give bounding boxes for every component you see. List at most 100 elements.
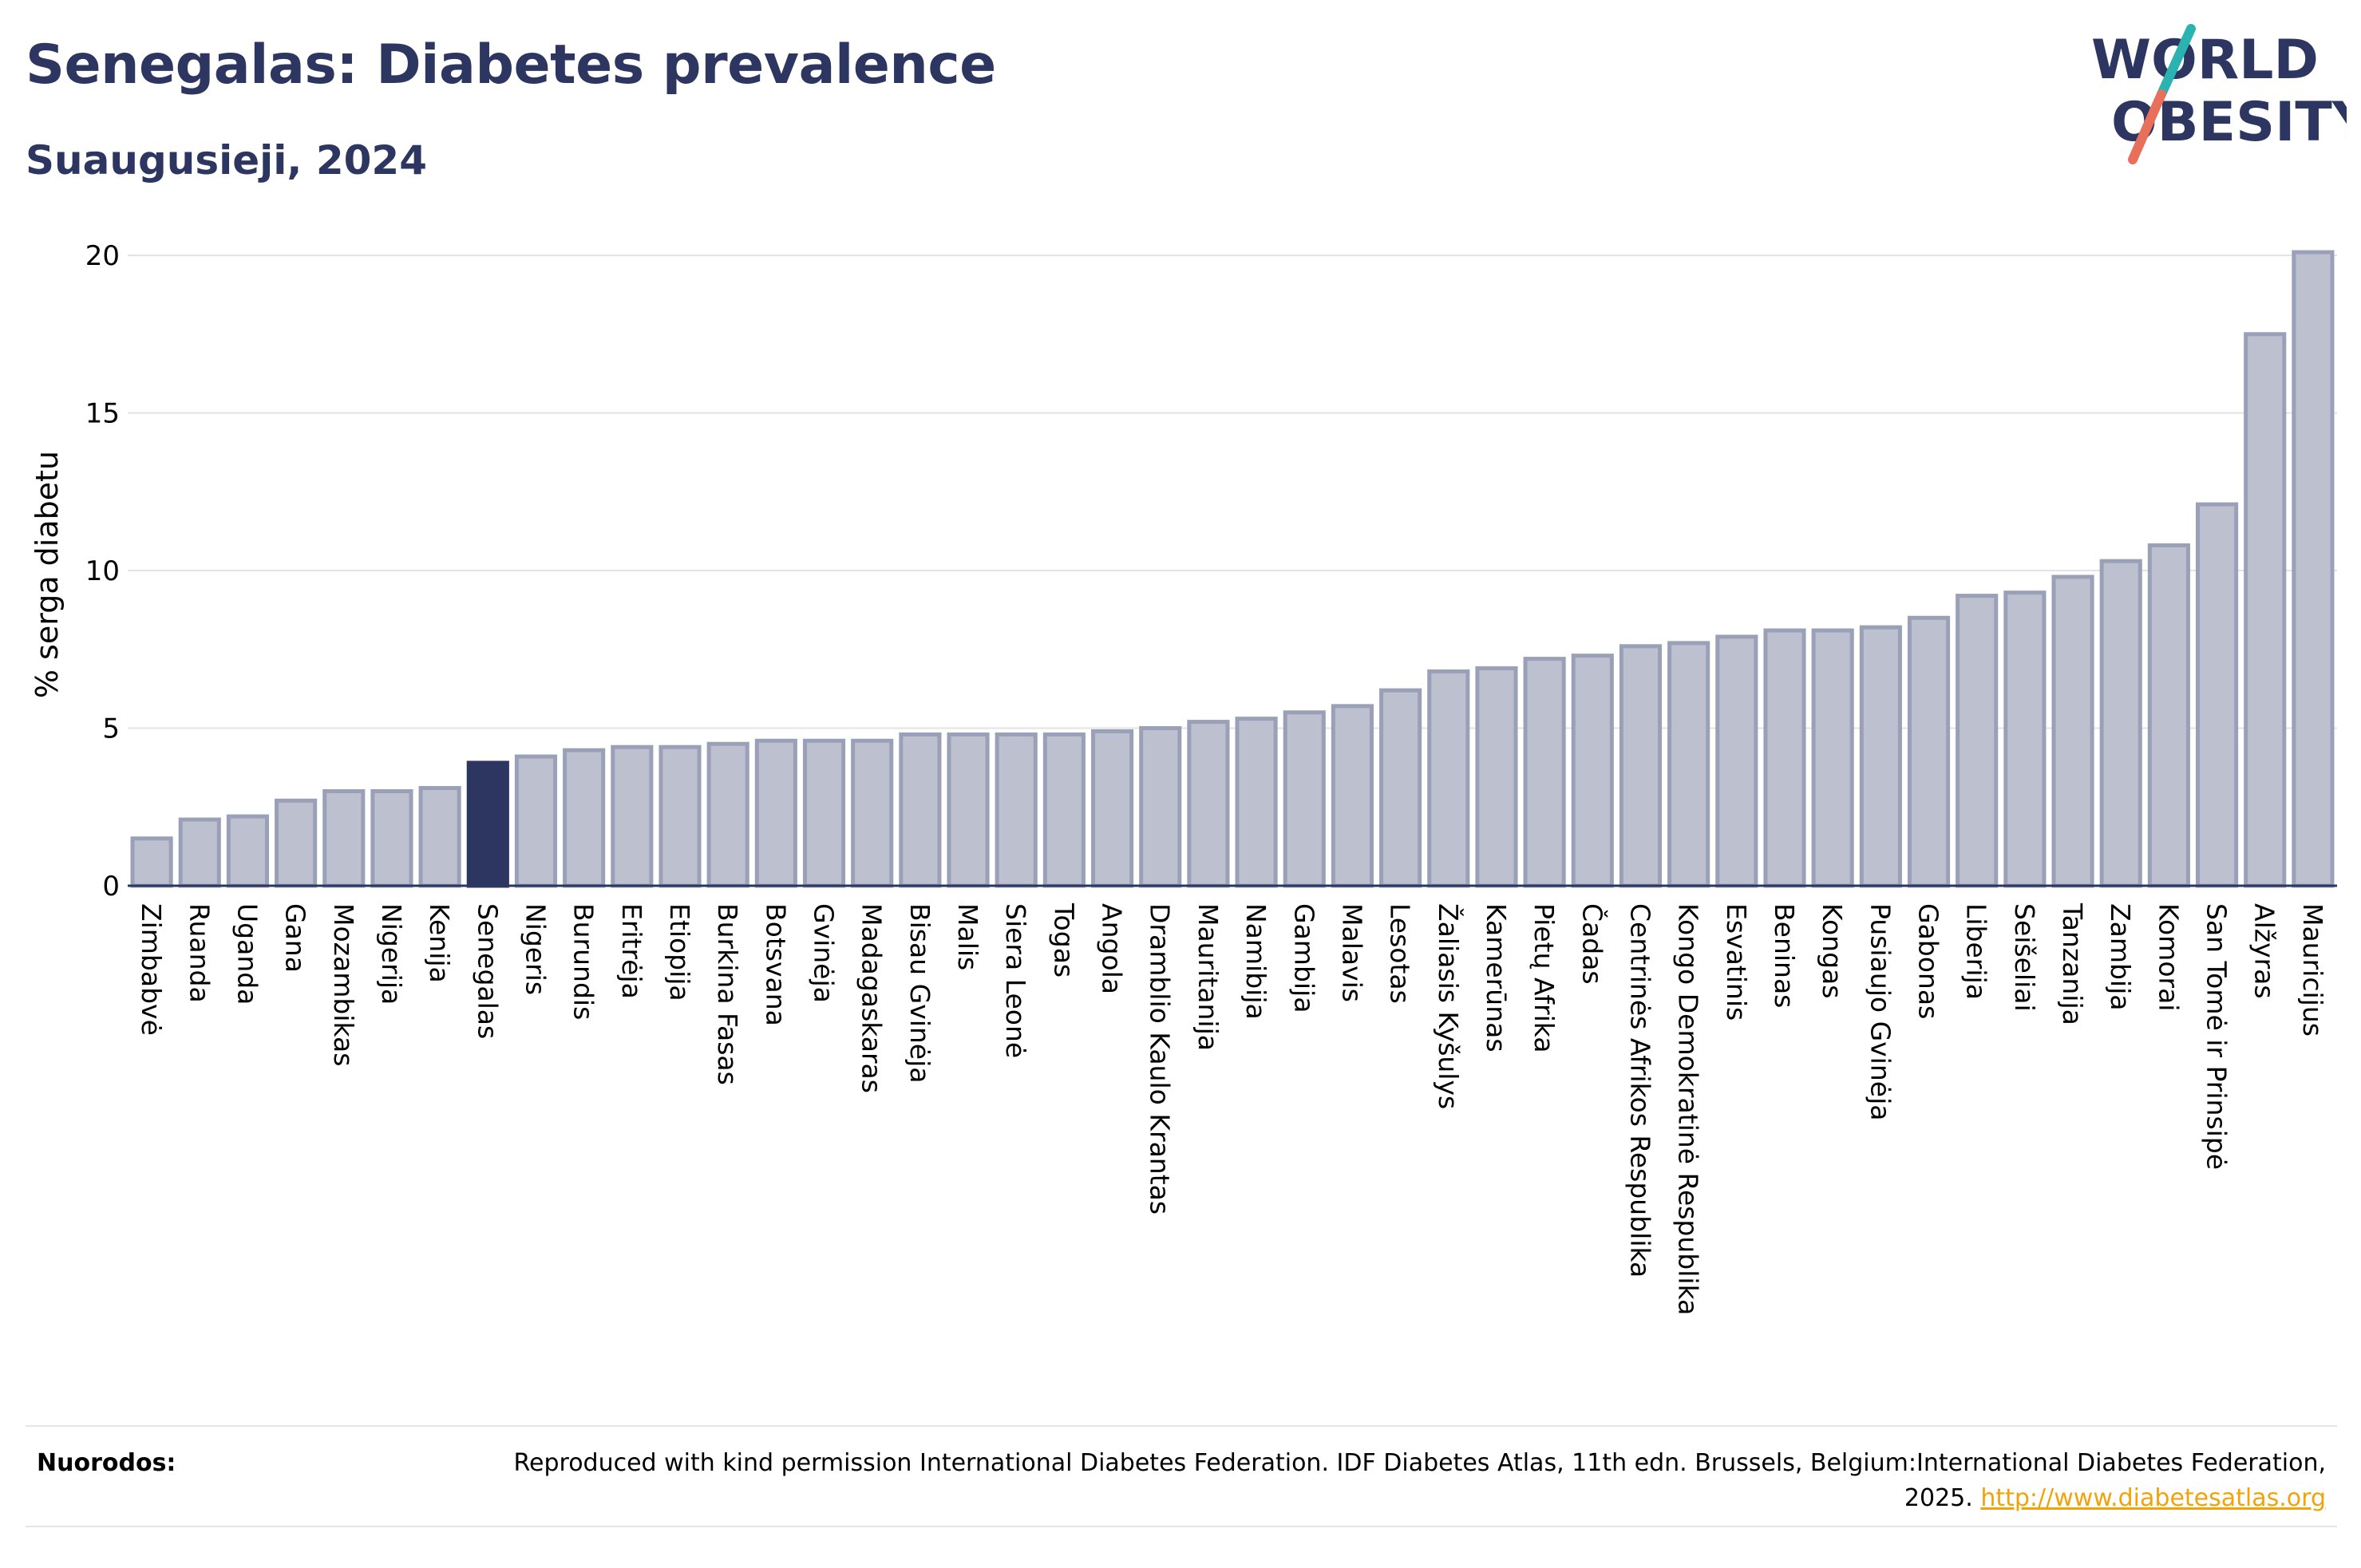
bar: [2292, 250, 2335, 888]
bar: [466, 760, 509, 888]
x-tick-label: Žaliasis Kyšulys: [1433, 903, 1465, 1109]
x-tick-label: Siera Leonė: [1000, 903, 1031, 1058]
bar: [1283, 710, 1326, 888]
bar: [947, 732, 990, 888]
bar: [2051, 575, 2094, 888]
bar-chart: 0 5 10 15 20 % serga diabetu Zimbabvė Ruanda Uga…: [30, 240, 2337, 1315]
x-tick-label: Eritrėja: [616, 903, 647, 999]
bar: [514, 754, 558, 888]
bar: [1859, 625, 1902, 888]
x-tick-label: Bisau Gvinėja: [904, 903, 935, 1084]
bar: [658, 745, 702, 888]
x-tick-label: Zambija: [2105, 903, 2136, 1010]
bar: [1042, 732, 1086, 888]
x-tick-label: Burundis: [568, 903, 599, 1020]
chart-subtitle: Suaugusieji, 2024: [26, 137, 427, 184]
bar: [1907, 615, 1951, 888]
x-tick-label: Nigeris: [520, 903, 551, 995]
bar: [2195, 502, 2239, 888]
x-tick-label: Uganda: [231, 903, 263, 1005]
x-tick-label: Seišeliai: [2009, 903, 2040, 1012]
bar: [1715, 634, 1758, 888]
footer-divider-top: [26, 1425, 2337, 1427]
x-tick-label: Liberija: [1961, 903, 1992, 1000]
y-tick-label: 15: [85, 398, 120, 430]
bar: [851, 738, 894, 888]
bar: [995, 732, 1038, 888]
x-tick-label: Kongo Demokratinė Respublika: [1673, 903, 1704, 1315]
y-tick-label: 20: [85, 240, 120, 272]
x-tick-label: Beninas: [1769, 903, 1800, 1008]
x-tick-label: Nigerija: [376, 903, 407, 1005]
bar: [611, 745, 654, 888]
bar: [178, 817, 221, 888]
x-tick-label: Lesotas: [1385, 903, 1416, 1004]
x-tick-label: Burkina Fasas: [712, 903, 743, 1085]
x-tick-label: Gana: [280, 903, 311, 973]
bar: [802, 738, 846, 888]
bar: [1667, 641, 1710, 888]
x-tick-label: Gvinėja: [809, 903, 840, 1003]
references-label: Nuorodos:: [37, 1449, 176, 1477]
x-tick-label: Mauritanija: [1192, 903, 1224, 1051]
bar: [1139, 726, 1182, 888]
logo-text-world: WORLD: [2091, 29, 2319, 92]
x-tick-label: Alžyras: [2249, 903, 2280, 999]
bar: [322, 789, 366, 888]
x-tick-label: Komorai: [2153, 903, 2184, 1011]
x-tick-label: Senegalas: [472, 903, 503, 1039]
x-tick-label: Ruanda: [184, 903, 215, 1003]
bar: [899, 732, 942, 888]
bar: [1475, 666, 1518, 888]
bar: [418, 786, 461, 888]
x-tick-label: Kongas: [1817, 903, 1848, 998]
world-obesity-logo: WORLD OBESITY: [2091, 24, 2347, 164]
x-tick-label: Angola: [1097, 903, 1128, 994]
references-body: Reproduced with kind permission Internat…: [513, 1449, 2326, 1512]
bar: [706, 741, 749, 888]
x-tick-label: Gambija: [1288, 903, 1319, 1013]
bar: [2244, 332, 2287, 888]
x-tick-label: Malis: [952, 903, 983, 970]
x-tick-label: Esvatinis: [1721, 903, 1752, 1021]
x-tick-label: Mozambikas: [328, 903, 359, 1066]
footer-divider-bottom: [26, 1526, 2337, 1527]
x-tick-label: Madagaskaras: [856, 903, 888, 1093]
x-tick-label: Etiopija: [664, 903, 695, 1001]
x-tick-label: Pietų Afrika: [1529, 903, 1560, 1053]
references-link[interactable]: http://www.diabetesatlas.org: [1980, 1484, 2326, 1512]
bar: [1571, 654, 1614, 888]
bar: [1379, 688, 1422, 888]
references-text: Reproduced with kind permission Internat…: [490, 1446, 2326, 1516]
bar: [754, 738, 797, 888]
x-tick-label: Čadas: [1576, 903, 1608, 985]
x-tick-label: Dramblio Kaulo Krantas: [1145, 903, 1176, 1215]
bar: [1811, 628, 1854, 888]
bar: [2003, 590, 2047, 888]
bar: [1235, 717, 1278, 888]
x-tick-label: Namibija: [1240, 903, 1271, 1020]
logo-slash-red: [2128, 89, 2166, 164]
x-tick-label: Kamerūnas: [1481, 903, 1512, 1053]
logo-slash-teal: [2157, 24, 2196, 99]
bar: [1523, 657, 1566, 888]
bar: [1956, 594, 1999, 888]
x-tick-label: Botsvana: [760, 903, 791, 1026]
x-tick-label: Togas: [1048, 902, 1079, 978]
x-tick-label: Centrinės Afrikos Respublika: [1624, 903, 1655, 1278]
x-tick-label: Pusiaujo Gvinėja: [1865, 903, 1896, 1120]
x-tick-label: Mauricijus: [2297, 903, 2328, 1037]
x-tick-label: Tanzanija: [2057, 902, 2088, 1025]
x-tick-label: San Tomė ir Prinsipė: [2201, 903, 2232, 1170]
bar: [275, 798, 318, 888]
bar: [2147, 543, 2190, 888]
x-tick-label: Gabonas: [1913, 903, 1944, 1019]
x-tick-label: Kenija: [424, 903, 455, 983]
y-tick-label: 0: [102, 871, 120, 902]
y-axis-label: % serga diabetu: [30, 451, 65, 698]
bar: [370, 789, 413, 888]
bar: [130, 836, 173, 888]
bar: [1090, 729, 1134, 888]
bar: [1763, 628, 1806, 888]
y-tick-label: 5: [102, 713, 120, 745]
